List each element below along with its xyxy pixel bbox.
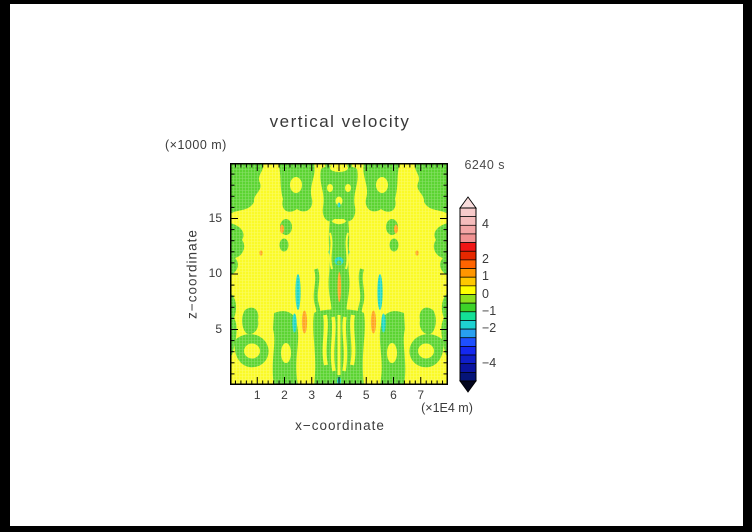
x-tick-label: 4 xyxy=(335,388,343,402)
colorbar-segment xyxy=(459,354,477,365)
x-tick-label: 7 xyxy=(417,388,425,402)
colorbar-segment xyxy=(459,207,477,217)
colorbar-over-arrow xyxy=(459,196,477,209)
colorbar-tick-label: 1 xyxy=(482,269,489,284)
colorbar-segment xyxy=(459,372,477,382)
model-mesh-overlay xyxy=(230,163,448,385)
colorbar-segment xyxy=(459,250,477,261)
colorbar-segment xyxy=(459,320,477,330)
x-tick-label: 6 xyxy=(390,388,397,402)
x-tick-label: 3 xyxy=(308,388,316,402)
plot-frame xyxy=(230,163,448,385)
time-stamp-label: 6240 s xyxy=(464,158,505,172)
colorbar-tick-label: −2 xyxy=(482,321,497,336)
y-tick-label: 10 xyxy=(208,266,222,280)
axis-ticks xyxy=(231,164,447,384)
chart-title: vertical velocity xyxy=(269,112,411,131)
y-tick-label: 15 xyxy=(208,210,222,225)
heatmap-plot xyxy=(230,163,448,385)
colorbar xyxy=(459,196,477,393)
x-tick-label: 5 xyxy=(362,388,370,402)
y-tick-label: 5 xyxy=(215,321,222,336)
colorbar-segment xyxy=(459,268,477,278)
colorbar-tick-label: 2 xyxy=(482,251,489,266)
colorbar-segment xyxy=(459,294,477,304)
colorbar-segment xyxy=(459,302,477,313)
colorbar-segment xyxy=(459,276,477,287)
colorbar-segment xyxy=(459,242,477,252)
x-tick-label: 2 xyxy=(281,388,288,402)
y-axis-unit-label: (×1000 m) xyxy=(165,138,227,152)
colorbar-segment xyxy=(459,311,477,321)
colorbar-tick-label: 0 xyxy=(482,286,489,301)
colorbar-segment xyxy=(459,328,477,339)
colorbar-segment xyxy=(459,216,477,226)
colorbar-tick-label: 4 xyxy=(482,217,489,232)
colorbar-under-arrow xyxy=(459,380,477,393)
colorbar-segment xyxy=(459,224,477,235)
colorbar-segment xyxy=(459,233,477,243)
x-tick-label: 1 xyxy=(253,388,261,402)
colorbar-segment xyxy=(459,363,477,373)
colorbar-segment xyxy=(459,259,477,269)
colorbar-tick-label: −4 xyxy=(482,355,497,370)
colorbar-segment xyxy=(459,337,477,347)
colorbar-segment xyxy=(459,346,477,356)
x-axis-unit-label: (×1E4 m) xyxy=(421,401,473,415)
x-axis-title: x−coordinate xyxy=(295,418,385,433)
colorbar-segment xyxy=(459,285,477,295)
colorbar-tick-label: −1 xyxy=(482,303,497,318)
